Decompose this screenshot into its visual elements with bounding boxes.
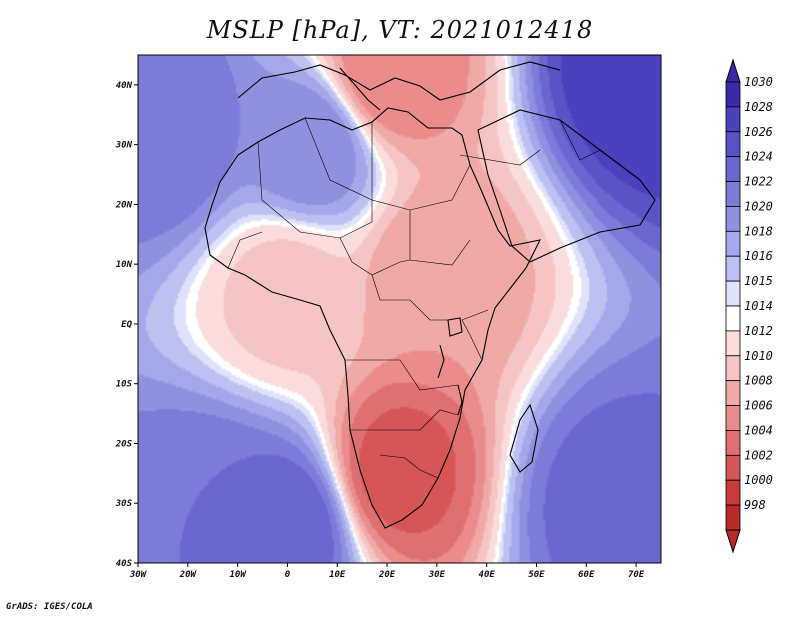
colorbar-swatch	[725, 405, 741, 431]
colorbar-swatch	[725, 380, 741, 406]
colorbar-label: 1014	[744, 299, 773, 313]
colorbar-label: 1008	[744, 374, 773, 388]
colorbar-max-arrow	[725, 58, 741, 83]
colorbar-label: 1030	[744, 75, 773, 89]
border-line	[559, 119, 601, 161]
colorbar-min-arrow	[725, 529, 741, 554]
colorbar-swatch	[725, 330, 741, 357]
border-line	[461, 309, 489, 361]
colorbar-label: 1024	[744, 150, 773, 164]
y-tick-label: EQ	[121, 320, 132, 330]
y-tick-label: 10S	[116, 380, 133, 390]
colorbar-label: 1016	[744, 249, 773, 263]
colorbar-label: 1012	[744, 324, 773, 338]
lake-malawi	[457, 384, 463, 416]
border-line	[227, 231, 263, 269]
y-tick-label: 20S	[115, 439, 133, 449]
colorbar-swatch	[725, 305, 741, 332]
y-tick-label: 40S	[116, 559, 133, 569]
y-tick-label: 40N	[116, 81, 133, 91]
lake-victoria	[447, 317, 463, 337]
x-tick-label: 30W	[129, 570, 148, 580]
border-line	[350, 409, 459, 431]
x-tick-label: 20W	[179, 570, 198, 580]
x-tick-label: 50E	[528, 570, 545, 580]
colorbar-label: 1022	[744, 175, 773, 189]
colorbar-swatch	[725, 454, 741, 481]
colorbar-label: 1026	[744, 125, 773, 139]
lake-tanganyika	[437, 344, 445, 379]
border-line	[371, 274, 448, 321]
arabia-coastline	[477, 109, 656, 263]
map-title: MSLP [hPa], VT: 2021012418	[206, 16, 594, 44]
colorbar-label: 998	[744, 498, 766, 512]
y-tick-label: 10N	[116, 260, 133, 270]
x-axis: 30W 20W 10W 0 10E 20E 30E 40E 50E 60E 70E	[129, 563, 645, 580]
border-line	[459, 149, 541, 166]
colorbar-swatch	[725, 131, 741, 158]
plot-frame	[137, 54, 662, 564]
colorbar-swatch	[725, 106, 741, 133]
colorbar-swatch	[725, 181, 741, 207]
italy-coastline	[339, 67, 381, 111]
border-line	[345, 359, 459, 391]
colorbar-label: 1010	[744, 349, 773, 363]
africa-coastline	[204, 107, 541, 529]
country-borders	[227, 117, 601, 479]
colorbar-label: 1000	[744, 473, 773, 487]
x-tick-label: 40E	[479, 570, 496, 580]
colorbar-swatch	[725, 430, 741, 456]
x-tick-label: 30E	[428, 570, 446, 580]
y-tick-label: 30N	[115, 141, 133, 151]
border-line	[304, 117, 373, 222]
grads-credit: GrADS: IGES/COLA	[6, 602, 93, 612]
border-line	[409, 210, 471, 266]
colorbar-label: 1020	[744, 199, 773, 213]
border-line	[379, 454, 439, 479]
colorbar-label: 1018	[744, 224, 773, 238]
x-tick-label: 70E	[628, 570, 645, 580]
colorbar-swatch	[725, 156, 741, 182]
europe-coastline	[237, 61, 561, 101]
colorbar-label: 1004	[744, 423, 773, 437]
x-tick-label: 0	[285, 570, 291, 580]
pressure-field	[138, 55, 661, 563]
border-line	[257, 141, 373, 239]
colorbar-swatch	[725, 206, 741, 232]
x-tick-label: 20E	[378, 570, 396, 580]
colorbar-label: 1015	[744, 274, 773, 288]
y-tick-label: 20N	[115, 200, 133, 210]
y-axis: 40N 30N 20N 10N EQ 10S 20S 30S 40S	[115, 81, 138, 569]
y-tick-label: 30S	[115, 499, 133, 509]
x-tick-label: 10E	[329, 570, 346, 580]
colorbar-label: 1002	[744, 448, 773, 462]
colorbar-swatch	[725, 255, 741, 282]
colorbar-label: 1006	[744, 399, 773, 413]
colorbar-swatch	[725, 230, 741, 257]
colorbar-swatch	[725, 504, 741, 531]
colorbar-swatch	[725, 280, 741, 307]
colorbar: 1030 1028 1026 1024 1022 1020 1018 1016 1015 1014…	[725, 58, 773, 554]
x-tick-label: 10W	[229, 570, 247, 580]
colorbar-swatch	[725, 81, 741, 108]
coastlines	[204, 61, 656, 529]
x-tick-label: 60E	[578, 570, 595, 580]
colorbar-swatch	[725, 479, 741, 506]
madagascar-coastline	[509, 403, 539, 473]
colorbar-label: 1028	[744, 100, 773, 114]
colorbar-swatch	[725, 355, 741, 382]
